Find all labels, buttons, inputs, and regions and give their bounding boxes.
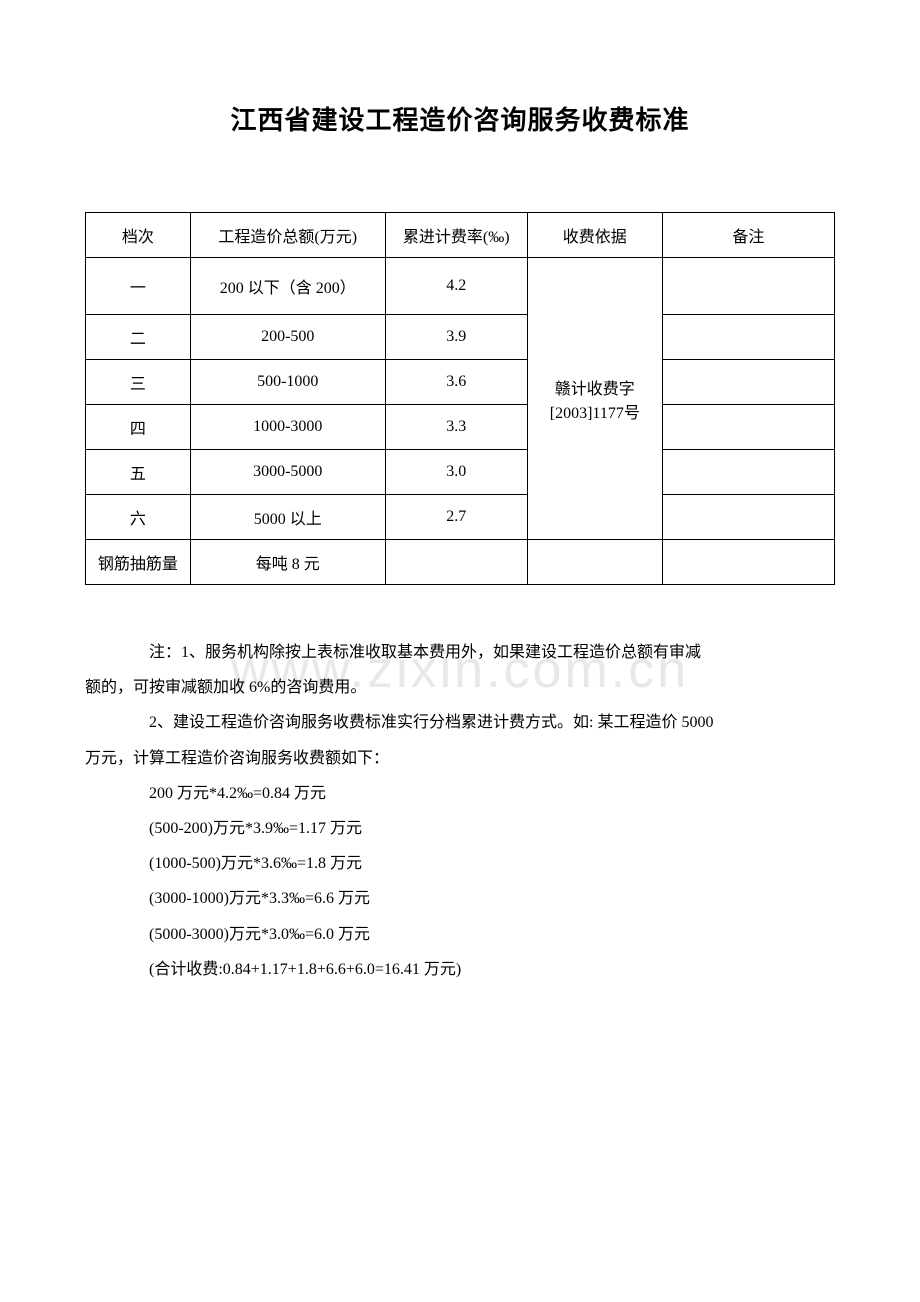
table-row: 四 1000-3000 3.3 bbox=[86, 405, 835, 450]
cell-basis bbox=[527, 540, 662, 585]
cell-rate: 3.9 bbox=[385, 315, 527, 360]
note-text: 2、建设工程造价咨询服务收费标准实行分档累进计费方式。如: 某工程造价 5000 bbox=[85, 705, 835, 740]
cell-rate: 3.6 bbox=[385, 360, 527, 405]
cell-rate: 2.7 bbox=[385, 495, 527, 540]
cell-range: 200-500 bbox=[190, 315, 385, 360]
cell-tier: 一 bbox=[86, 258, 191, 315]
table-row: 一 200 以下（含 200） 4.2 赣计收费字[2003]1177号 bbox=[86, 258, 835, 315]
cell-note bbox=[662, 495, 834, 540]
cell-note bbox=[662, 258, 834, 315]
header-range: 工程造价总额(万元) bbox=[190, 213, 385, 258]
header-note: 备注 bbox=[662, 213, 834, 258]
cell-range: 200 以下（含 200） bbox=[190, 258, 385, 315]
cell-rate: 3.0 bbox=[385, 450, 527, 495]
cell-note bbox=[662, 450, 834, 495]
cell-note bbox=[662, 315, 834, 360]
calculation-line: 200 万元*4.2‰=0.84 万元 bbox=[85, 776, 835, 811]
cell-tier: 四 bbox=[86, 405, 191, 450]
cell-range: 500-1000 bbox=[190, 360, 385, 405]
header-tier: 档次 bbox=[86, 213, 191, 258]
table-row: 五 3000-5000 3.0 bbox=[86, 450, 835, 495]
fee-standard-table: 档次 工程造价总额(万元) 累进计费率(‰) 收费依据 备注 一 200 以下（… bbox=[85, 212, 835, 585]
calculation-line: (1000-500)万元*3.6‰=1.8 万元 bbox=[85, 846, 835, 881]
cell-range: 每吨 8 元 bbox=[190, 540, 385, 585]
cell-tier: 五 bbox=[86, 450, 191, 495]
calculation-line: (500-200)万元*3.9‰=1.17 万元 bbox=[85, 811, 835, 846]
cell-rate bbox=[385, 540, 527, 585]
cell-range: 3000-5000 bbox=[190, 450, 385, 495]
header-basis: 收费依据 bbox=[527, 213, 662, 258]
calculation-line: (5000-3000)万元*3.0‰=6.0 万元 bbox=[85, 917, 835, 952]
table-row: 三 500-1000 3.6 bbox=[86, 360, 835, 405]
note-text: 注：1、服务机构除按上表标准收取基本费用外，如果建设工程造价总额有审减 bbox=[85, 635, 835, 670]
calculation-line: (3000-1000)万元*3.3‰=6.6 万元 bbox=[85, 881, 835, 916]
cell-basis: 赣计收费字[2003]1177号 bbox=[527, 258, 662, 540]
cell-note bbox=[662, 360, 834, 405]
header-rate: 累进计费率(‰) bbox=[385, 213, 527, 258]
cell-range: 1000-3000 bbox=[190, 405, 385, 450]
table-row: 六 5000 以上 2.7 bbox=[86, 495, 835, 540]
cell-rate: 4.2 bbox=[385, 258, 527, 315]
calculation-line: (合计收费:0.84+1.17+1.8+6.6+6.0=16.41 万元) bbox=[85, 952, 835, 987]
cell-rate: 3.3 bbox=[385, 405, 527, 450]
cell-tier: 钢筋抽筋量 bbox=[86, 540, 191, 585]
cell-tier: 六 bbox=[86, 495, 191, 540]
note-text: 额的，可按审减额加收 6%的咨询费用。 bbox=[85, 670, 835, 705]
notes-section: 注：1、服务机构除按上表标准收取基本费用外，如果建设工程造价总额有审减 额的，可… bbox=[85, 635, 835, 987]
cell-tier: 二 bbox=[86, 315, 191, 360]
table-row: 钢筋抽筋量 每吨 8 元 bbox=[86, 540, 835, 585]
document-content: 江西省建设工程造价咨询服务收费标准 档次 工程造价总额(万元) 累进计费率(‰)… bbox=[85, 100, 835, 987]
cell-range: 5000 以上 bbox=[190, 495, 385, 540]
cell-note bbox=[662, 540, 834, 585]
table-row: 二 200-500 3.9 bbox=[86, 315, 835, 360]
page-title: 江西省建设工程造价咨询服务收费标准 bbox=[85, 100, 835, 137]
cell-note bbox=[662, 405, 834, 450]
cell-tier: 三 bbox=[86, 360, 191, 405]
table-header-row: 档次 工程造价总额(万元) 累进计费率(‰) 收费依据 备注 bbox=[86, 213, 835, 258]
note-text: 万元，计算工程造价咨询服务收费额如下： bbox=[85, 741, 835, 776]
